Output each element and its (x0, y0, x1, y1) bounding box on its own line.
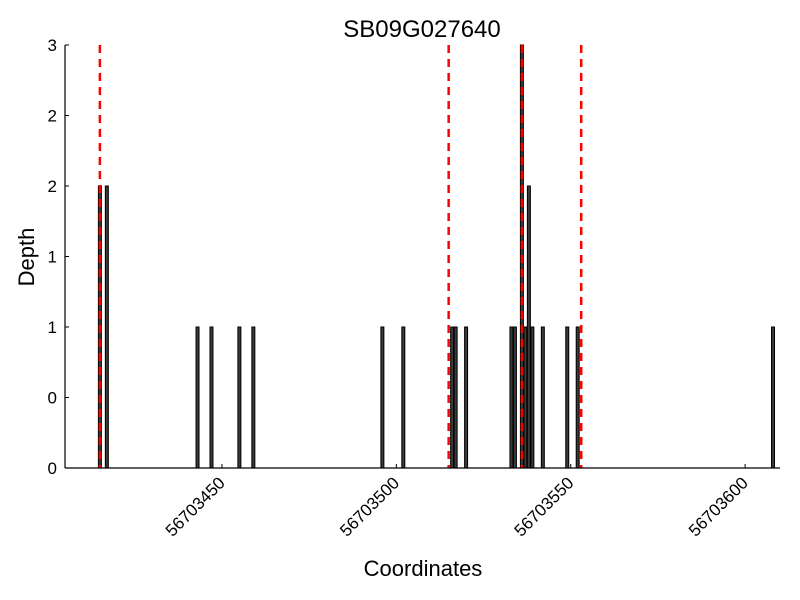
x-tick-label: 56703450 (162, 473, 229, 540)
x-tick-label: 56703600 (685, 473, 752, 540)
bar-19 (575, 326, 580, 469)
y-tick-label: 1 (48, 318, 57, 337)
y-axis-label: Depth (14, 228, 39, 287)
bar-series (97, 44, 776, 469)
y-tick-label: 3 (48, 36, 57, 55)
bar-5 (251, 326, 256, 469)
x-axis-label: Coordinates (364, 556, 483, 581)
bar-9 (453, 326, 458, 469)
reference-lines (98, 45, 583, 468)
bar-12 (512, 326, 517, 469)
y-tick-label: 2 (48, 107, 57, 126)
bar-17 (540, 326, 545, 469)
bar-1 (104, 185, 109, 469)
y-tick-label: 0 (48, 389, 57, 408)
axes (64, 45, 780, 469)
bar-7 (401, 326, 406, 469)
bar-20 (771, 326, 776, 469)
bar-6 (380, 326, 385, 469)
y-tick-label: 1 (48, 248, 57, 267)
bar-2 (195, 326, 200, 469)
bar-18 (565, 326, 570, 469)
x-axis-ticks: 56703450 56703500 56703550 56703600 (162, 464, 752, 540)
bar-4 (237, 326, 242, 469)
bar-10 (464, 326, 469, 469)
bar-16 (530, 326, 535, 469)
bar-15 (526, 185, 531, 469)
y-axis-ticks: 0 0 1 1 2 2 3 (48, 36, 69, 478)
bar-8 (450, 326, 455, 469)
y-tick-label: 0 (48, 459, 57, 478)
y-tick-label: 2 (48, 177, 57, 196)
bar-11 (509, 326, 514, 469)
chart-title: SB09G027640 (343, 16, 500, 43)
bar-3 (209, 326, 214, 469)
x-tick-label: 56703550 (511, 473, 578, 540)
bar-14 (523, 326, 528, 469)
x-tick-label: 56703500 (336, 473, 403, 540)
